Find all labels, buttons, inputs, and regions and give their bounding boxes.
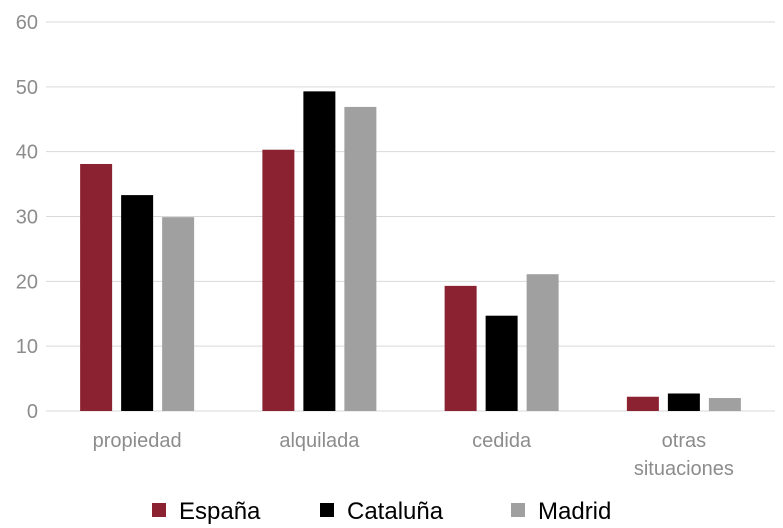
gridlines [46,21,775,412]
bar-españa-1 [262,149,295,411]
y-tick-label: 30 [16,207,38,229]
bar-madrid-0 [162,217,195,411]
y-tick-label: 20 [16,271,38,293]
bar-cataluña-2 [485,315,518,411]
x-category-label-line: alquilada [279,430,360,452]
y-tick-label: 40 [16,142,38,164]
y-tick-label: 0 [27,401,38,423]
x-category-label-line: cedida [472,430,532,452]
legend-swatch [320,503,334,517]
bar-españa-3 [626,396,659,411]
legend-swatch [152,503,166,517]
x-category-label-line: otras [662,430,706,452]
x-category-label: propiedad [93,430,182,452]
bar-cataluña-3 [667,393,700,411]
bar-madrid-3 [708,398,741,411]
legend-label: Cataluña [347,498,444,525]
y-tick-label: 50 [16,77,38,99]
bar-cataluña-1 [303,91,336,411]
bars [80,91,741,411]
bar-españa-0 [80,163,113,411]
x-axis-categories: propiedad alquilada cedida otras situaciones [93,430,734,480]
y-tick-label: 10 [16,336,38,358]
legend: España Cataluña Madrid [152,498,611,525]
x-category-label: cedida [472,430,532,452]
x-category-label-line: propiedad [93,430,182,452]
bar-madrid-1 [344,106,377,411]
bar-cataluña-0 [121,195,154,411]
x-category-label: alquilada [279,430,360,452]
x-category-label-line: situaciones [634,458,734,480]
x-category-label: otras situaciones [634,430,734,480]
bar-madrid-2 [526,274,559,411]
legend-label: España [179,498,261,525]
legend-label: Madrid [538,498,611,525]
y-tick-label: 60 [16,12,38,34]
bar-españa-2 [444,285,477,411]
y-axis-ticks: 0 10 20 30 40 50 60 [16,12,38,423]
legend-swatch [511,503,525,517]
